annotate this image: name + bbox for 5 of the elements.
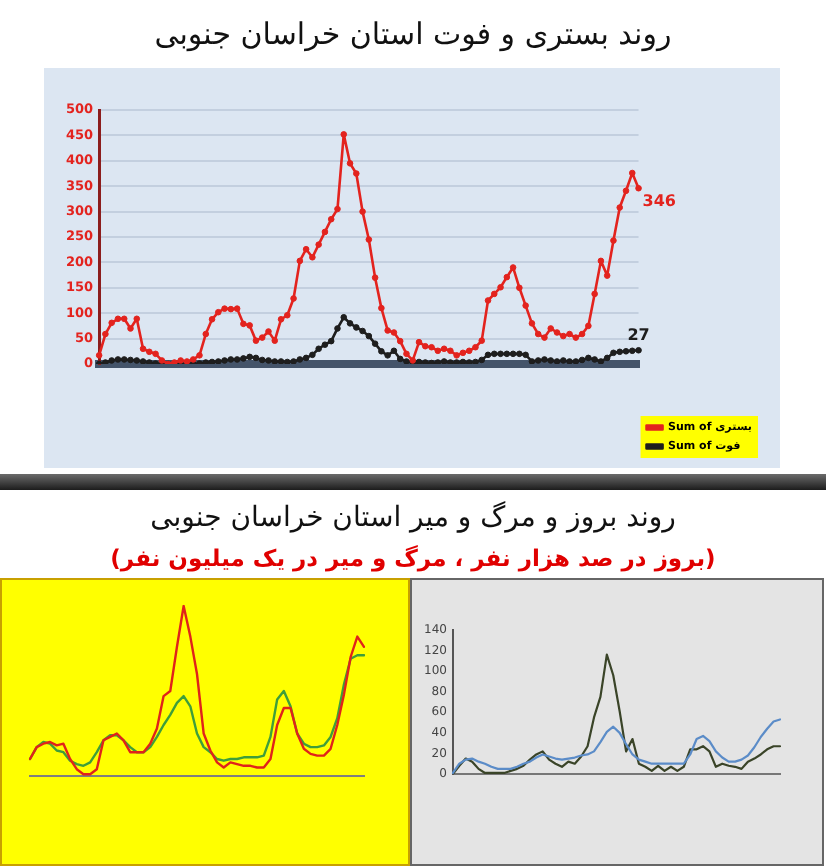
text: (بروز در صد هزار نفر ، مرگ و میر در یک میلیون نفر) — [110, 544, 716, 572]
chart-title: روند بستری و فوت استان خراسان جنوبی — [154, 16, 672, 52]
data-label: 346 — [642, 192, 677, 211]
chart-title: روند بروز و مرگ و میر استان خراسان جنوبی — [150, 502, 676, 534]
data-label: 27 — [627, 326, 650, 345]
